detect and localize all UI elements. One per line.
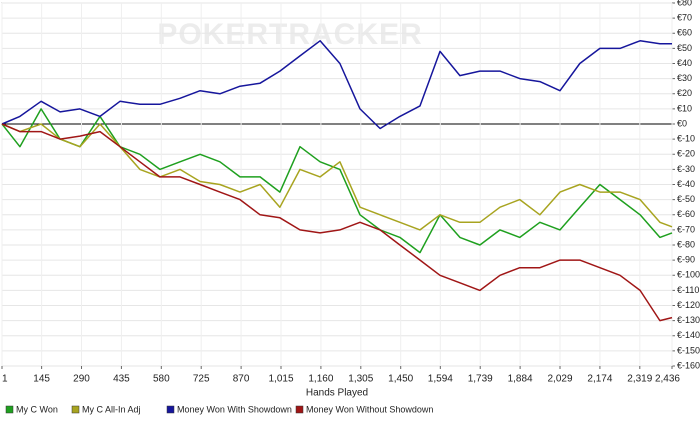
x-tick-label: 1,884 [508,374,533,385]
x-tick-label: 2,174 [587,374,612,385]
legend-swatch [5,405,14,414]
x-tick-label: 1,015 [268,374,293,385]
y-tick-label: €-140 [677,330,700,340]
x-tick-label: 1,739 [468,374,493,385]
y-tick-label: €-50 [677,194,695,204]
y-tick-label: €-150 [677,345,700,355]
x-tick-label: 2,029 [547,374,572,385]
series-line [1,123,673,231]
y-tick-label: €40 [677,58,692,68]
y-tick-label: €-60 [677,209,695,219]
x-tick-label: 1,160 [308,374,333,385]
series-line [1,108,673,254]
legend-label: My C Won [16,404,58,414]
y-tick-label: €-120 [677,300,700,310]
y-tick-label: €-90 [677,255,695,265]
y-tick-label: €-100 [677,270,700,280]
x-tick-label: 580 [153,374,170,385]
legend-swatch [166,405,175,414]
series-line [1,40,672,130]
x-tick-label: 1 [2,374,8,385]
y-tick-label: €-20 [677,149,695,159]
legend-swatch [295,405,304,414]
x-tick-label: 435 [113,374,130,385]
x-tick-label: 2,319 [627,374,652,385]
y-tick-label: €-30 [677,164,695,174]
legend-label: My C All-In Adj [82,404,141,414]
x-axis-label: Hands Played [306,388,368,399]
y-tick-label: €0 [677,118,687,128]
x-tick-label: 1,594 [428,374,453,385]
y-tick-label: €-130 [677,315,700,325]
y-tick-label: €20 [677,88,692,98]
watermark: POKERTRACKER [157,18,422,51]
legend-label: Money Won With Showdown [177,404,292,414]
series-line [1,123,673,322]
y-tick-label: €30 [677,73,692,83]
y-tick-label: €60 [677,28,692,38]
y-tick-label: €-70 [677,224,695,234]
x-tick-label: 870 [233,374,250,385]
y-tick-label: €50 [677,43,692,53]
x-tick-label: 145 [33,374,50,385]
x-tick-label: 290 [73,374,90,385]
legend-label: Money Won Without Showdown [306,404,433,414]
y-tick-label: €-10 [677,134,695,144]
x-tick-label: 725 [193,374,210,385]
y-tick-label: €70 [677,13,692,23]
y-tick-label: €10 [677,103,692,113]
y-tick-label: €-160 [677,360,700,370]
x-tick-label: 1,305 [348,374,373,385]
y-tick-label: €-110 [677,285,699,295]
y-tick-label: €80 [677,0,692,7]
x-tick-label: 1,450 [388,374,413,385]
x-tick-label: 2,436 [655,374,680,385]
legend-swatch [71,405,80,414]
y-tick-label: €-40 [677,179,695,189]
y-tick-label: €-80 [677,239,695,249]
